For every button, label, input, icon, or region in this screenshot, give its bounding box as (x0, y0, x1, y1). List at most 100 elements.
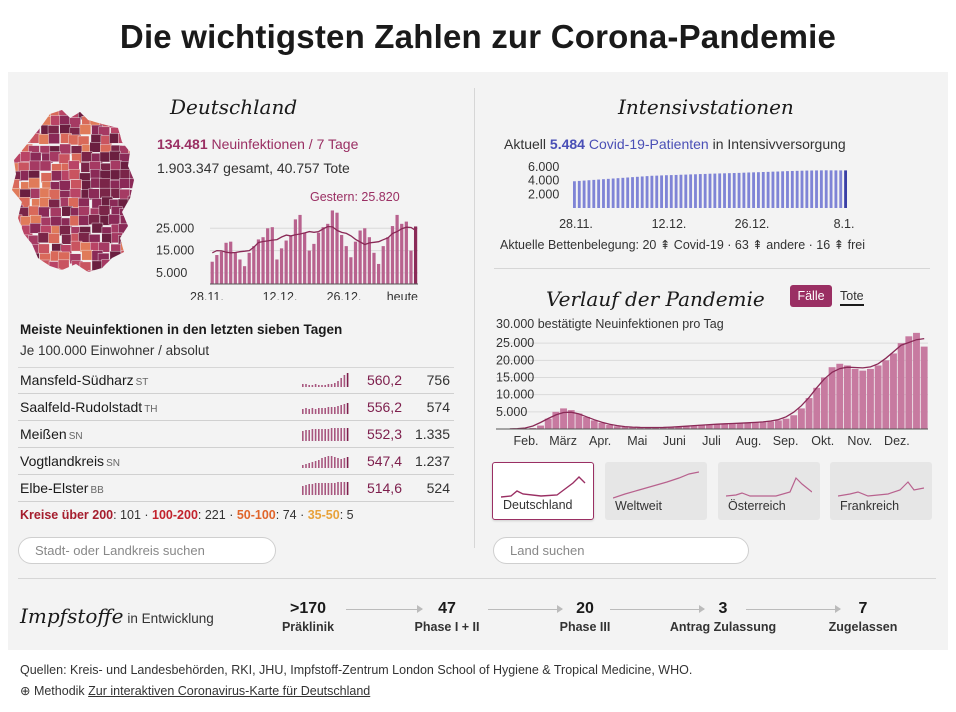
spark-bar (308, 463, 310, 468)
spark-bar (330, 428, 333, 441)
verlauf-bar (905, 336, 913, 429)
verlauf-bar (636, 427, 644, 429)
icu-value: 5.484 (549, 136, 585, 152)
de-bar (215, 255, 219, 284)
de-bar (210, 261, 214, 284)
map-region (29, 261, 42, 272)
de-bar (395, 214, 399, 284)
spark-bar (324, 483, 326, 495)
table-row[interactable]: Meißen SN 552,3 1.335 (18, 421, 454, 448)
de-bar (303, 232, 307, 284)
map-region (12, 110, 22, 119)
map-region (88, 110, 100, 118)
verlauf-x-tick: Okt. (811, 434, 834, 448)
verlauf-chart[interactable]: 30.000 bestätigte Neuinfektionen pro Tag… (494, 316, 934, 450)
map-region (78, 215, 90, 226)
verlauf-bar (713, 424, 721, 429)
spark-bar (324, 385, 326, 387)
district-rate: 514,6 (366, 480, 402, 496)
de-bar (312, 243, 316, 284)
icu-bar (650, 175, 654, 208)
de-bar (358, 230, 362, 284)
faelle-toggle-button[interactable]: Fälle (790, 285, 832, 307)
spark-bar (340, 405, 342, 414)
verlauf-x-tick: März (549, 434, 577, 448)
de-bar (344, 246, 348, 284)
map-region (29, 223, 42, 234)
map-region (12, 271, 20, 272)
map-region (12, 233, 22, 245)
de-bar (289, 236, 293, 284)
map-region (79, 124, 92, 135)
map-region (59, 115, 72, 126)
icu-x-tick: 8.1. (834, 217, 855, 231)
table-row[interactable]: Mansfeld-Südharz ST 560,2 756 (18, 367, 454, 394)
map-region (69, 188, 82, 199)
thumb-weltweit[interactable]: Weltweit (605, 462, 707, 520)
verlauf-bar (797, 408, 805, 429)
verlauf-bar (590, 420, 598, 429)
thumb-frankreich-chart (838, 481, 924, 497)
district-search-input[interactable]: Stadt- oder Landkreis suchen (18, 537, 276, 564)
spark-bar (308, 409, 310, 414)
germany-map[interactable] (10, 108, 138, 276)
spark-bar (318, 385, 320, 387)
spark-bar (302, 486, 304, 495)
map-region (108, 214, 120, 225)
de-bar (377, 263, 381, 284)
spark-bar (302, 409, 304, 414)
spark-bar (327, 483, 330, 495)
icu-bar (645, 176, 649, 208)
icu-bed-occupancy: Aktuelle Bettenbelegung: 20 ⇞ Covid-19 ·… (500, 238, 865, 252)
spark-bar (305, 430, 307, 441)
verlauf-bar (844, 365, 851, 429)
de-bar (229, 241, 233, 284)
spark-bar (330, 407, 333, 414)
thumb-deutschland[interactable]: Deutschland (492, 462, 594, 520)
interactive-map-link[interactable]: Zur interaktiven Coronavirus-Karte für D… (88, 684, 371, 698)
thumb-oesterreich-chart (726, 476, 812, 497)
icu-bar (669, 175, 673, 208)
icu-chart[interactable]: 6.000 4.000 2.000 28.11. 12.12. 26.12. 8.1. (526, 156, 862, 234)
icu-y-tick: 4.000 (528, 174, 559, 188)
spark-bar (314, 409, 317, 414)
map-region (98, 205, 111, 216)
stage-arrow (346, 605, 423, 613)
verlauf-bar (828, 367, 836, 429)
tote-toggle-button[interactable]: Tote (840, 289, 864, 306)
de-bar (247, 252, 251, 284)
table-row[interactable]: Saalfeld-Rudolstadt TH 556,2 574 (18, 394, 454, 421)
district-rate: 552,3 (366, 426, 402, 442)
icu-bar (665, 175, 668, 208)
verlauf-bar (820, 377, 828, 429)
deutschland-chart[interactable]: 25.000 15.000 5.000 28.11. 12.12. 26.12. heute (156, 196, 446, 304)
table-row[interactable]: Elbe-Elster BB 514,6 524 (18, 475, 454, 502)
map-region (37, 269, 50, 272)
map-region (57, 259, 70, 271)
table-row[interactable]: Vogtlandkreis SN 547,4 1.237 (18, 448, 454, 475)
district-name: Mansfeld-Südharz ST (20, 372, 149, 388)
icu-bar (795, 170, 799, 208)
verlauf-bar (782, 418, 790, 429)
icu-bar (689, 174, 693, 208)
map-region (12, 241, 23, 252)
thumb-frankreich[interactable]: Frankreich (830, 462, 932, 520)
icu-bar (635, 176, 639, 208)
stage-phase12: 47 Phase I + II (414, 600, 480, 634)
de-bar (330, 210, 334, 284)
icu-bar (834, 170, 838, 208)
district-name: Saalfeld-Rudolstadt TH (20, 399, 158, 415)
map-region (118, 117, 131, 129)
district-absolute: 1.237 (414, 453, 450, 469)
spark-bar (340, 482, 342, 495)
de-bar (381, 246, 385, 284)
de-x-tick: 26.12. (327, 290, 362, 300)
map-region (37, 232, 50, 244)
district-rate: 556,2 (366, 399, 402, 415)
spark-bar (330, 384, 333, 387)
thumb-oesterreich[interactable]: Österreich (718, 462, 820, 520)
district-name: Elbe-Elster BB (20, 480, 104, 496)
stage-praeklinik: >170 Präklinik (281, 600, 335, 634)
country-search-input[interactable]: Land suchen (493, 537, 749, 564)
spark-bar (346, 482, 349, 495)
